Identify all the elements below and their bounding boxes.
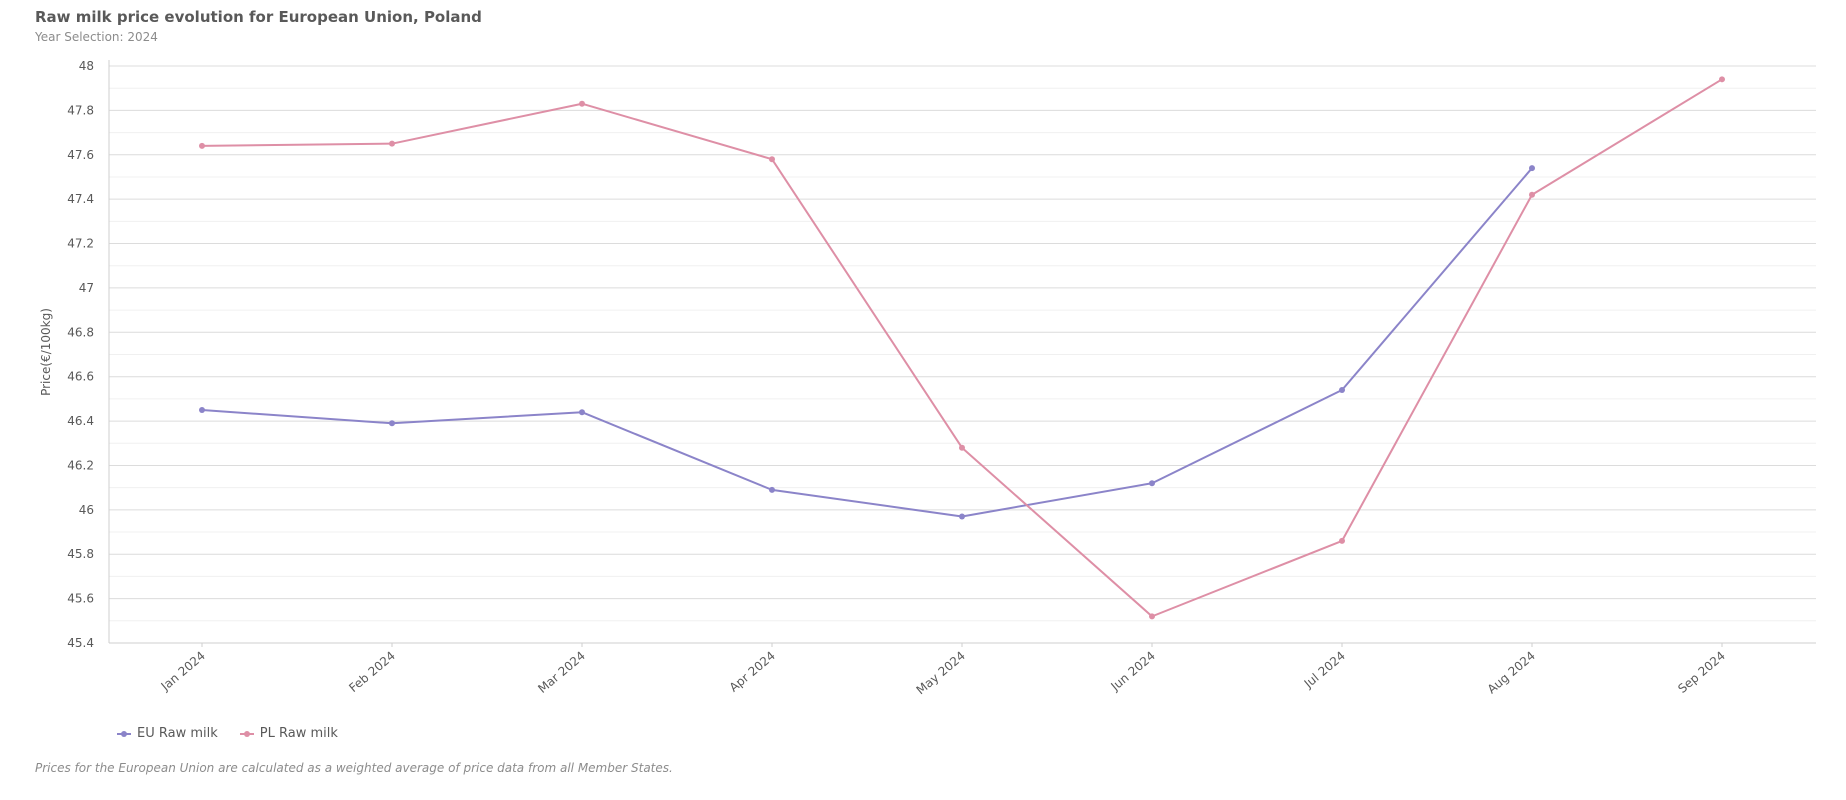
data-point <box>579 409 585 416</box>
y-tick-label: 46.8 <box>67 325 94 339</box>
legend-label: EU Raw milk <box>137 726 218 741</box>
y-tick-label: 46.4 <box>67 414 94 428</box>
data-point <box>959 444 965 451</box>
y-tick-label: 47.2 <box>67 237 94 251</box>
y-tick-labels: 45.4 45.6 45.8 46 46.2 46.4 46.6 46.8 47 47.2 47.4… <box>67 59 94 650</box>
data-point <box>1529 191 1535 198</box>
data-point <box>579 100 585 107</box>
axes <box>108 60 1816 647</box>
data-point <box>1529 165 1535 172</box>
legend-item-eu[interactable]: EU Raw milk <box>117 726 218 741</box>
data-point <box>1149 613 1155 620</box>
x-tick-label: May 2024 <box>914 649 968 698</box>
y-tick-label: 47.6 <box>67 148 94 162</box>
y-tick-label: 45.6 <box>67 592 94 606</box>
x-tick-labels: Jan 2024 Feb 2024 Mar 2024 Apr 2024 May 2024… <box>158 649 1728 698</box>
series-eu-raw-milk <box>199 165 1535 520</box>
y-tick-label: 45.8 <box>67 547 94 561</box>
data-point <box>769 486 775 493</box>
data-point <box>1339 387 1345 394</box>
y-tick-label: 46.2 <box>67 458 94 472</box>
x-tick-label: Jul 2024 <box>1301 649 1348 692</box>
series-line <box>201 78 1723 618</box>
legend-item-pl[interactable]: PL Raw milk <box>239 726 338 741</box>
legend-marker-icon <box>239 730 254 738</box>
data-point <box>1149 480 1155 487</box>
legend: EU Raw milk PL Raw milk <box>117 726 338 741</box>
data-point <box>769 156 775 163</box>
y-tick-label: 46.6 <box>67 370 94 384</box>
y-tick-label: 46 <box>79 503 94 517</box>
data-point <box>959 513 965 520</box>
data-point <box>1339 537 1345 544</box>
x-tick-label: Feb 2024 <box>346 649 398 695</box>
x-tick-label: Apr 2024 <box>727 649 778 695</box>
y-tick-label: 45.4 <box>67 636 94 650</box>
series-line <box>201 167 1533 518</box>
x-tick-label: Jun 2024 <box>1107 649 1157 695</box>
x-tick-label: Sep 2024 <box>1675 649 1728 696</box>
x-tick-label: Mar 2024 <box>535 649 588 696</box>
data-point <box>199 406 205 413</box>
chart-subtitle: Year Selection: 2024 <box>35 30 158 44</box>
y-tick-label: 48 <box>79 59 94 73</box>
footnote: Prices for the European Union are calcul… <box>35 761 673 775</box>
data-point <box>389 140 395 147</box>
legend-marker-icon <box>117 730 131 738</box>
y-tick-label: 47.8 <box>67 103 94 117</box>
series-pl-raw-milk <box>199 76 1725 620</box>
x-tick-label: Aug 2024 <box>1485 649 1538 697</box>
series-layer <box>199 76 1725 620</box>
x-tick-label: Jan 2024 <box>158 649 208 694</box>
chart-title: Raw milk price evolution for European Un… <box>35 8 482 26</box>
data-point <box>1719 76 1725 83</box>
data-point <box>389 420 395 427</box>
y-tick-label: 47 <box>79 281 94 295</box>
data-point <box>199 142 205 149</box>
grid-lines <box>109 65 1816 644</box>
y-tick-label: 47.4 <box>67 192 94 206</box>
legend-label: PL Raw milk <box>259 726 338 741</box>
